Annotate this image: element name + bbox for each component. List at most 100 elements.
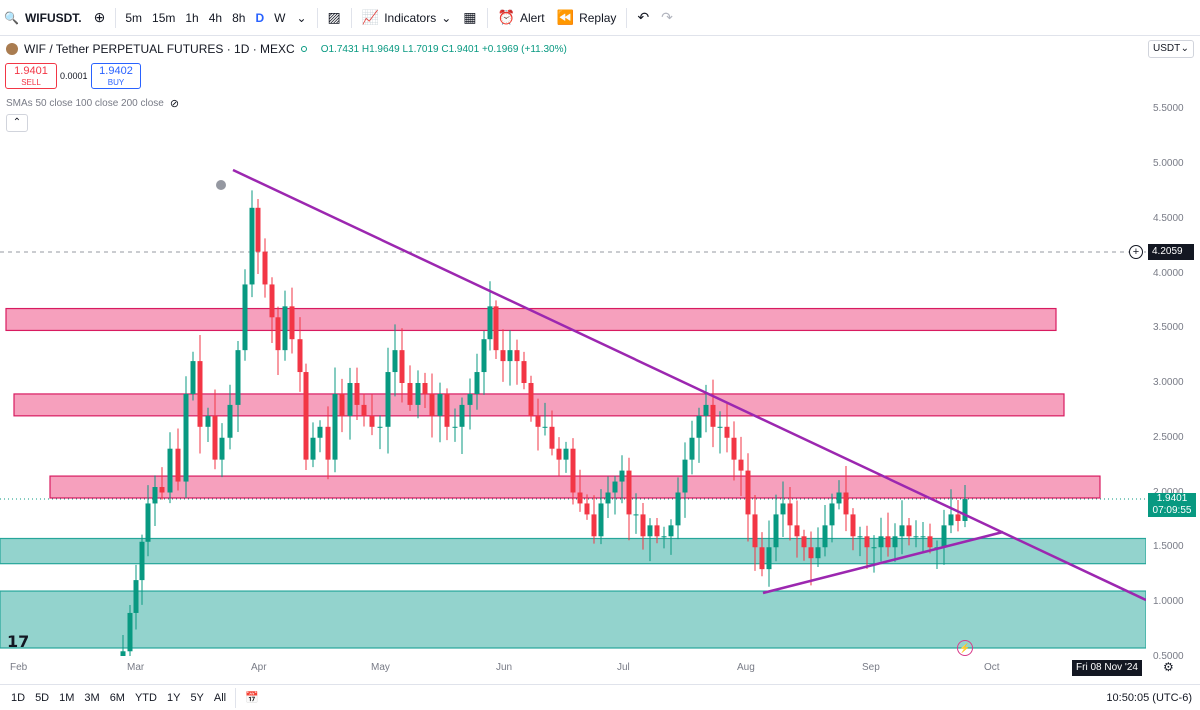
range-5y[interactable]: 5Y [190, 691, 204, 704]
candle-up [766, 547, 772, 570]
range-1d[interactable]: 1D [11, 691, 26, 704]
range-all[interactable]: All [213, 691, 227, 704]
candle-up [605, 492, 611, 504]
chart-legend: WIF / Tether PERPETUAL FUTURES · 1D · ME… [6, 42, 567, 56]
timeframe-4h[interactable]: 4h [208, 10, 223, 25]
candle-up [377, 426, 383, 428]
eye-hidden-icon[interactable]: ⊘ [169, 98, 180, 110]
gear-icon[interactable]: ⚙ [1163, 660, 1174, 674]
undo-icon: ↶ [637, 9, 650, 25]
range-6m[interactable]: 6M [109, 691, 125, 704]
candle-up [647, 525, 653, 537]
alarm-clock-icon: ⏰ [497, 9, 515, 25]
timeframe-d[interactable]: D [255, 10, 265, 25]
candle-up [563, 448, 569, 460]
candle-up [487, 306, 493, 340]
alarm-marker-icon[interactable] [216, 180, 226, 190]
alert-button[interactable]: ⏰ Alert [492, 0, 551, 36]
candle-up [392, 350, 398, 373]
calendar-icon: 📅 [245, 692, 259, 704]
candle-down [787, 503, 793, 526]
symbol-search[interactable]: 🔍 WIFUSDT. [0, 0, 88, 36]
time-tick: Sep [862, 662, 880, 673]
crosshair-date-label: Fri 08 Nov '24 [1072, 660, 1142, 676]
price-tick: 0.5000 [1153, 650, 1184, 662]
time-tick: Aug [737, 662, 755, 673]
add-symbol-button[interactable]: ⊕ [88, 0, 112, 36]
candle-up [437, 393, 443, 416]
candle-up [619, 470, 625, 482]
candle-down [361, 404, 367, 416]
candle-up [415, 383, 421, 405]
flash-icon[interactable]: ⚡ [957, 640, 973, 656]
range-1m[interactable]: 1M [59, 691, 75, 704]
candle-down [339, 393, 345, 416]
add-alert-plus-icon[interactable]: + [1129, 245, 1143, 259]
candle-down [297, 339, 303, 373]
divider [486, 7, 488, 28]
plus-circle-icon: ⊕ [93, 9, 106, 25]
time-tick: May [371, 662, 390, 673]
candle-up [190, 361, 196, 394]
undo-button[interactable]: ↶ [631, 0, 655, 36]
candle-down [422, 383, 428, 394]
candle-down [535, 415, 541, 427]
bottom-toolbar: 1D 5D 1M 3M 6M YTD 1Y 5Y All 📅 10:50:05 … [0, 684, 1200, 710]
price-tick: 1.5000 [1153, 541, 1184, 553]
timeframe-w[interactable]: W [274, 10, 286, 25]
price-tick: 3.5000 [1153, 322, 1184, 334]
candle-up [836, 492, 842, 504]
currency-selector[interactable]: USDT ⌄ [1148, 40, 1194, 58]
candle-up [899, 525, 905, 537]
timeframe-1h[interactable]: 1h [185, 10, 199, 25]
divider [235, 687, 237, 708]
candle-down [429, 393, 435, 416]
candle-up [282, 306, 288, 351]
range-5d[interactable]: 5D [35, 691, 50, 704]
current-price-label: 1.9401 07:09:55 [1148, 493, 1196, 517]
candle-down [759, 547, 765, 570]
candle-down [275, 317, 281, 351]
candle-down [289, 306, 295, 340]
candle-down [269, 284, 275, 318]
candle-up [219, 437, 225, 460]
sell-price: 1.9401 [14, 65, 48, 77]
timeframe-5m[interactable]: 5m [125, 10, 143, 25]
candle-down [493, 306, 499, 351]
collapse-legend-button[interactable]: ⌃ [6, 114, 28, 132]
chart-type-button[interactable]: ▨ [322, 0, 347, 36]
indicators-button[interactable]: 📈 Indicators ⌄ [356, 0, 458, 36]
candle-up [878, 536, 884, 548]
redo-button[interactable]: ↷ [655, 0, 679, 36]
candle-up [467, 393, 473, 405]
range-3m[interactable]: 3M [84, 691, 100, 704]
candle-up [235, 350, 241, 405]
top-toolbar: 🔍 WIFUSDT. ⊕ 5m 15m 1h 4h 8h D W ⌄ ▨ 📈 I… [0, 0, 1200, 36]
resistance-zone [13, 393, 1065, 417]
buy-button[interactable]: 1.9402 BUY [91, 63, 141, 89]
sma-indicator-legend[interactable]: SMAs 50 close 100 close 200 close ⊘ [6, 97, 179, 110]
range-ytd[interactable]: YTD [134, 691, 157, 704]
price-tick: 3.0000 [1153, 377, 1184, 388]
candle-up [717, 426, 723, 428]
price-axis[interactable] [1146, 36, 1200, 656]
timeframe-15m[interactable]: 15m [152, 10, 176, 25]
grid-icon: ▦ [463, 9, 477, 25]
tradingview-logo[interactable]: 17 [7, 632, 30, 651]
replay-button[interactable]: ⏪ Replay [551, 0, 623, 36]
timeframe-8h[interactable]: 8h [232, 10, 246, 25]
candle-up [892, 536, 898, 548]
legend-title[interactable]: WIF / Tether PERPETUAL FUTURES · 1D · ME… [24, 42, 295, 56]
date-range-button[interactable]: 📅 [240, 691, 264, 704]
time-tick: Feb [10, 662, 28, 673]
sell-button[interactable]: 1.9401 SELL [5, 63, 57, 89]
price-chart[interactable] [0, 36, 1146, 656]
candle-up [205, 415, 211, 427]
chevron-down-icon: ⌄ [296, 10, 307, 25]
layouts-button[interactable]: ▦ [457, 0, 482, 36]
replay-label: Replay [579, 10, 617, 25]
candle-down [927, 536, 933, 548]
clock[interactable]: 10:50:05 (UTC-6) [1106, 691, 1192, 704]
timeframe-dropdown[interactable]: ⌄ [290, 0, 312, 36]
range-1y[interactable]: 1Y [166, 691, 181, 704]
